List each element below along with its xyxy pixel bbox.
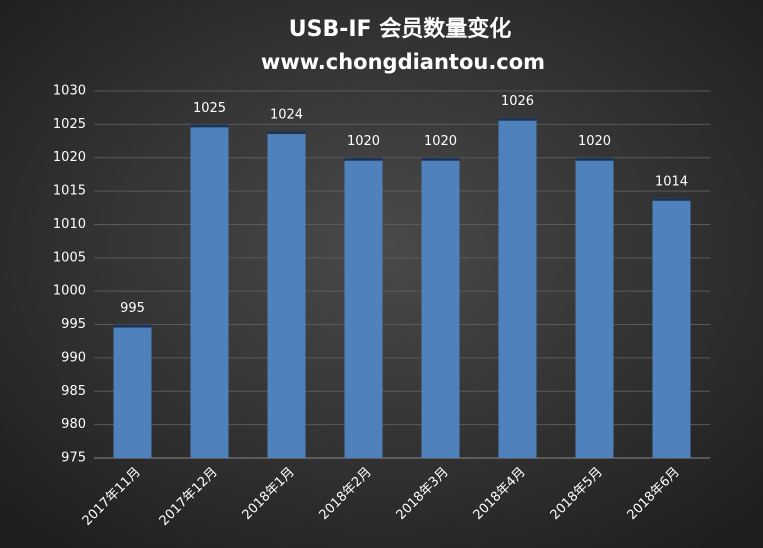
bar-top-edge bbox=[267, 131, 306, 135]
data-label: 1020 bbox=[578, 134, 611, 149]
y-tick-label: 1005 bbox=[53, 250, 86, 265]
bar bbox=[344, 157, 383, 458]
data-label: 1025 bbox=[193, 101, 226, 116]
data-label: 995 bbox=[120, 301, 145, 316]
data-label: 1026 bbox=[501, 94, 534, 109]
y-tick-label: 1000 bbox=[53, 284, 86, 299]
bar-top-edge bbox=[344, 157, 383, 161]
bar-top-edge bbox=[113, 324, 152, 328]
y-tick-label: 990 bbox=[61, 350, 86, 365]
bar bbox=[190, 124, 229, 458]
chart-subtitle: www.chongdiantou.com bbox=[261, 50, 545, 74]
bar bbox=[498, 117, 537, 458]
y-tick-label: 995 bbox=[61, 317, 86, 332]
y-tick-label: 1010 bbox=[53, 217, 86, 232]
y-tick-label: 985 bbox=[61, 384, 86, 399]
y-tick-label: 1030 bbox=[53, 84, 86, 99]
bar-top-edge bbox=[652, 197, 691, 201]
y-tick-label: 1020 bbox=[53, 150, 86, 165]
data-label: 1024 bbox=[270, 108, 303, 123]
bar-top-edge bbox=[190, 124, 229, 128]
data-label: 1020 bbox=[424, 134, 457, 149]
bar bbox=[113, 324, 152, 458]
bar-top-edge bbox=[575, 157, 614, 161]
bar bbox=[421, 157, 460, 458]
y-tick-label: 980 bbox=[61, 417, 86, 432]
chart-title: USB-IF 会员数量变化 bbox=[289, 16, 511, 42]
data-label: 1014 bbox=[655, 174, 688, 189]
data-label: 1020 bbox=[347, 134, 380, 149]
bar-top-edge bbox=[421, 157, 460, 161]
y-tick-label: 1015 bbox=[53, 184, 86, 199]
y-tick-label: 1025 bbox=[53, 117, 86, 132]
bar bbox=[267, 131, 306, 458]
bar-top-edge bbox=[498, 117, 537, 121]
bar bbox=[575, 157, 614, 458]
y-tick-label: 975 bbox=[61, 451, 86, 466]
bar bbox=[652, 197, 691, 458]
